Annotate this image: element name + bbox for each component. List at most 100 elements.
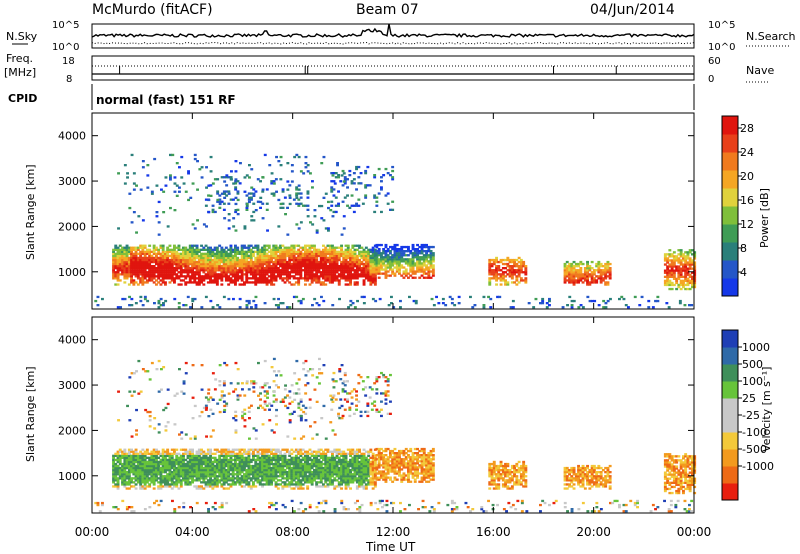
power-cell: [331, 256, 334, 260]
power-cell: [331, 254, 334, 258]
power-cell: [150, 269, 154, 272]
velocity-cell: [222, 479, 226, 482]
power-cell: [332, 210, 336, 214]
velocity-cell: [322, 466, 325, 470]
power-cell: [337, 265, 341, 268]
power-cell: [130, 262, 133, 266]
power-cell: [353, 265, 357, 268]
power-cell: [250, 215, 254, 218]
power-cell: [231, 271, 235, 274]
velocity-cell: [139, 454, 143, 457]
velocity-cell: [175, 481, 179, 484]
power-cell: [184, 262, 188, 266]
power-cell: [411, 262, 415, 265]
power-cell: [411, 260, 415, 263]
velocity-cell: [121, 466, 124, 470]
power-cell: [407, 262, 410, 265]
power-cell: [431, 272, 435, 275]
power-cell: [326, 269, 330, 272]
power-cell: [125, 260, 129, 264]
power-cell: [141, 248, 145, 251]
power-cell: [301, 277, 305, 280]
power-cell: [492, 262, 496, 266]
power-cell: [331, 265, 334, 268]
power-cell: [355, 269, 359, 272]
velocity-cell: [247, 458, 251, 462]
velocity-cell: [331, 483, 334, 486]
velocity-cell: [200, 460, 203, 464]
velocity-cell: [222, 456, 226, 459]
power-heatmap-cells: [94, 153, 697, 309]
power-cell: [592, 277, 596, 280]
velocity-cell: [238, 466, 242, 470]
velocity-cell: [112, 471, 115, 474]
velocity-cell: [222, 473, 226, 476]
power-cell: [418, 252, 422, 255]
power-cell: [404, 258, 408, 261]
power-cell: [344, 256, 348, 260]
velocity-cell: [322, 458, 325, 462]
power-cell: [413, 248, 417, 251]
power-cell: [220, 192, 224, 195]
power-cell: [209, 254, 212, 258]
power-cell: [128, 304, 131, 307]
power-cell: [684, 257, 688, 260]
power-cell: [152, 246, 156, 249]
power-cell: [568, 279, 571, 282]
velocity-cell: [186, 450, 190, 453]
power-cell: [173, 281, 176, 284]
power-cell: [420, 252, 424, 255]
power-cell: [429, 264, 433, 267]
power-cell: [132, 211, 136, 214]
velocity-cell: [118, 460, 122, 464]
velocity-cell: [279, 466, 282, 470]
power-cell: [497, 265, 501, 268]
power-cell: [315, 265, 319, 268]
power-cell: [640, 295, 644, 299]
power-cell: [164, 250, 167, 253]
velocity-cell: [112, 479, 115, 482]
velocity-cell: [328, 458, 332, 462]
power-cell: [382, 174, 386, 177]
power-cell: [179, 260, 183, 264]
power-cell: [281, 252, 285, 255]
power-cell: [351, 277, 355, 280]
power-cell: [369, 267, 373, 270]
power-cell: [425, 260, 428, 263]
power-cell: [352, 204, 356, 207]
power-cell: [148, 262, 152, 266]
velocity-cell: [166, 475, 170, 478]
power-cell: [143, 262, 147, 266]
power-cell: [224, 258, 228, 262]
velocity-cell: [150, 479, 154, 482]
power-cell: [198, 168, 202, 171]
velocity-cell: [177, 464, 181, 468]
velocity-cell: [116, 469, 120, 472]
velocity-cell: [132, 450, 136, 453]
velocity-cell: [127, 479, 131, 482]
velocity-cell: [265, 483, 269, 486]
power-cell: [324, 192, 328, 195]
noise-left-tick-bottom: 10^0: [52, 42, 79, 53]
power-cell: [353, 248, 357, 251]
power-cell: [157, 200, 161, 204]
power-cell: [386, 262, 390, 265]
power-cell: [234, 269, 237, 272]
power-cell: [389, 266, 392, 269]
power-cell: [204, 256, 208, 260]
power-cell: [548, 299, 551, 303]
power-cell: [563, 279, 567, 282]
velocity-cell: [243, 469, 246, 472]
velocity-cell: [265, 458, 269, 462]
velocity-cell: [324, 479, 328, 482]
power-cell: [391, 245, 395, 249]
power-cell: [326, 267, 330, 270]
velocity-cell: [258, 460, 262, 464]
power-cell: [351, 256, 355, 260]
power-cell: [373, 248, 377, 251]
power-cell: [157, 306, 161, 309]
power-cell: [290, 258, 294, 262]
power-cell: [157, 252, 161, 255]
velocity-cell: [139, 450, 143, 453]
velocity-cell: [157, 464, 161, 468]
